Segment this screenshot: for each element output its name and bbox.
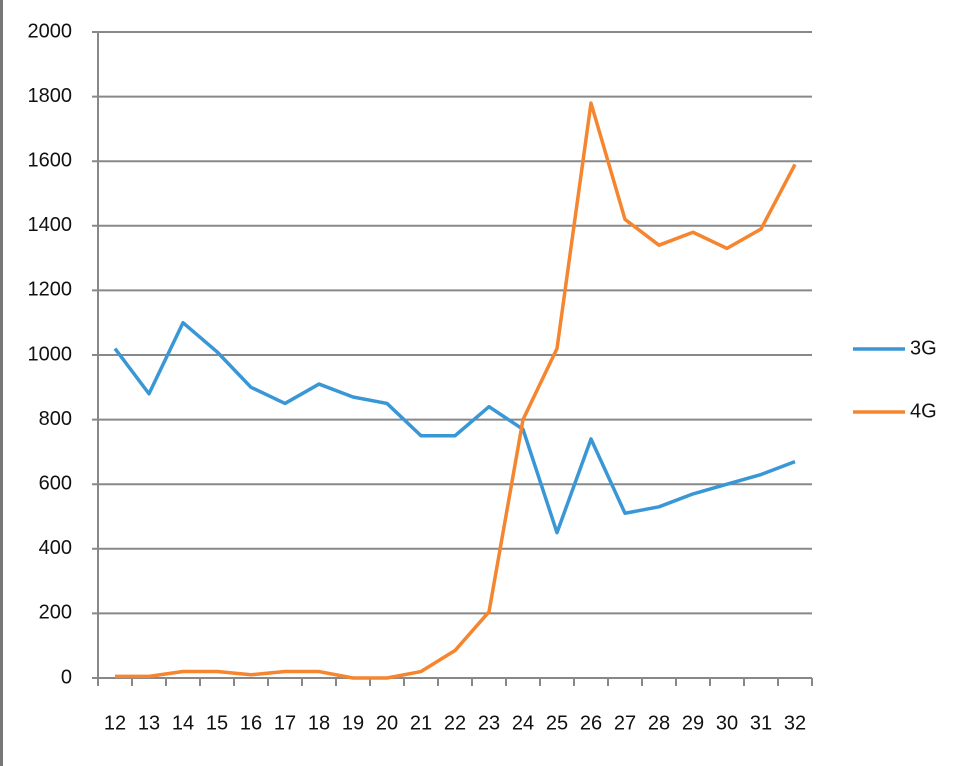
x-tick-label: 28 (648, 712, 670, 734)
y-tick-label: 1000 (28, 343, 73, 365)
x-tick-label: 31 (750, 712, 772, 734)
x-tick-label: 26 (580, 712, 602, 734)
x-tick-label: 19 (342, 712, 364, 734)
x-tick-label: 22 (444, 712, 466, 734)
x-tick-label: 21 (410, 712, 432, 734)
line-series (115, 101, 797, 680)
line-series (113, 320, 796, 535)
x-tick-label: 30 (716, 712, 738, 734)
y-tick-label: 1600 (28, 149, 73, 171)
frame-edge (0, 0, 3, 766)
x-tick-label: 20 (376, 712, 398, 734)
legend-label: 4G (910, 400, 937, 422)
y-tick-label: 400 (39, 537, 72, 559)
y-tick-label: 600 (39, 472, 72, 494)
x-tick-label: 32 (784, 712, 806, 734)
x-tick-label: 18 (308, 712, 330, 734)
y-tick-label: 0 (61, 666, 72, 688)
x-tick-label: 16 (240, 712, 262, 734)
y-tick-label: 2000 (28, 20, 73, 42)
x-tick-label: 29 (682, 712, 704, 734)
legend-label: 3G (910, 337, 937, 359)
y-tick-label: 1800 (28, 85, 73, 107)
x-tick-label: 24 (512, 712, 534, 734)
x-tick-label: 25 (546, 712, 568, 734)
x-tick-label: 14 (172, 712, 194, 734)
x-tick-label: 27 (614, 712, 636, 734)
x-tick-label: 23 (478, 712, 500, 734)
y-tick-label: 1200 (28, 279, 73, 301)
x-tick-label: 15 (206, 712, 228, 734)
x-tick-label: 13 (138, 712, 160, 734)
y-tick-label: 800 (39, 408, 72, 430)
x-tick-label: 12 (104, 712, 126, 734)
y-tick-label: 200 (39, 602, 72, 624)
x-tick-label: 17 (274, 712, 296, 734)
y-tick-label: 1400 (28, 214, 73, 236)
